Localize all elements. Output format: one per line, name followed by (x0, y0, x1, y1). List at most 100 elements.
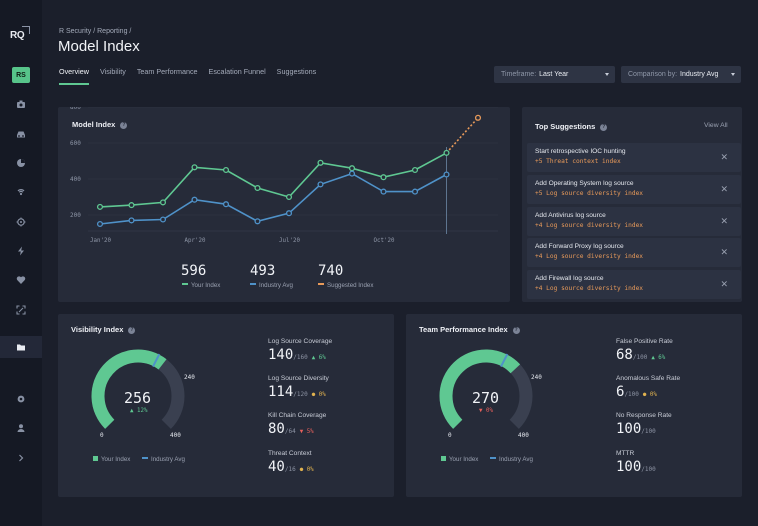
folder-icon[interactable] (0, 336, 42, 358)
tab-team-performance[interactable]: Team Performance (136, 67, 198, 76)
car-icon[interactable] (0, 124, 42, 144)
data-point[interactable] (96, 220, 104, 228)
data-point[interactable] (348, 165, 356, 172)
data-point[interactable] (254, 218, 261, 225)
gear-icon[interactable] (0, 389, 42, 409)
legend-swatch (490, 457, 496, 459)
close-icon[interactable]: ✕ (720, 279, 728, 289)
data-point[interactable] (380, 188, 387, 195)
breadcrumb[interactable]: R Security / Reporting / (59, 28, 132, 35)
visibility-gauge (91, 349, 185, 429)
visibility-gauge-max: 400 (170, 432, 181, 439)
radar-icon[interactable] (0, 182, 42, 202)
tab-escalation-funnel[interactable]: Escalation Funnel (208, 67, 266, 76)
data-point[interactable] (285, 193, 293, 201)
metric-denominator: /100 (641, 428, 656, 435)
suggestion-item[interactable]: Start retrospective IOC hunting +5 Threa… (527, 143, 741, 172)
data-point[interactable] (443, 149, 450, 156)
timeframe-select[interactable]: Timeframe: Last Year (494, 66, 615, 83)
data-point[interactable] (348, 170, 356, 177)
data-point[interactable] (96, 203, 104, 210)
view-all-link[interactable]: View All (704, 122, 728, 129)
data-point[interactable] (128, 202, 135, 209)
suggestion-item[interactable]: Add Forward Proxy log source +4 Log sour… (527, 238, 741, 267)
chevron-right-icon[interactable] (0, 448, 42, 468)
suggestion-item[interactable]: Add Firewall log source +4 Log source di… (527, 270, 741, 299)
metric-change-value: 6% (318, 355, 326, 361)
legend-swatch (318, 283, 324, 285)
metric-change: ● 0% (312, 392, 326, 398)
scan-icon[interactable] (0, 300, 42, 320)
metric-label: Threat Context (268, 450, 312, 457)
data-point[interactable] (159, 216, 167, 223)
data-point[interactable] (317, 159, 324, 166)
data-point[interactable] (411, 188, 419, 195)
suggestion-title: Add Operating System log source (535, 180, 634, 187)
suggestion-item[interactable]: Add Antivirus log source +4 Log source d… (527, 207, 741, 236)
help-icon[interactable]: ? (128, 327, 136, 334)
close-icon[interactable]: ✕ (720, 152, 728, 162)
metric-change-value: 0% (649, 392, 657, 398)
metric-change: ▲ 6% (312, 355, 326, 361)
team-performance-panel (406, 314, 742, 497)
data-point[interactable] (443, 171, 450, 178)
industry-avg-value: 493 (250, 263, 276, 279)
page-title: Model Index (58, 38, 140, 55)
data-point[interactable] (411, 166, 419, 174)
data-point[interactable] (191, 196, 198, 203)
arrow-up-icon: ▲ (311, 355, 319, 361)
data-point[interactable] (191, 164, 198, 171)
arrow-up-icon: ▲ (651, 355, 659, 361)
x-tick-label: Oct'20 (374, 238, 395, 244)
user-icon[interactable] (0, 418, 42, 438)
tab-visibility[interactable]: Visibility (99, 67, 126, 76)
tab-suggestions[interactable]: Suggestions (276, 67, 317, 76)
data-point[interactable] (128, 217, 135, 224)
visibility-gauge-mark: 240 (184, 374, 195, 381)
team-gauge-value: 270 (472, 389, 500, 407)
metric-value: 100/100 (616, 421, 656, 437)
suggestion-item[interactable]: Add Operating System log source +5 Log s… (527, 175, 741, 204)
metric-value: 40/16 ● 0% (268, 459, 314, 475)
suggestion-impact: +4 Log source diversity index (535, 253, 644, 260)
camera-icon[interactable] (0, 94, 42, 114)
heart-icon[interactable] (0, 270, 42, 290)
metric-value: 140/160 ▲ 6% (268, 347, 326, 363)
bolt-icon[interactable] (0, 241, 42, 261)
suggested-index-legend: Suggested Index (318, 282, 373, 289)
help-icon[interactable]: ? (512, 327, 520, 334)
series-line (99, 172, 447, 225)
suggestion-impact: +5 Log source diversity index (535, 190, 644, 197)
data-point[interactable] (159, 199, 167, 206)
data-point[interactable] (222, 201, 230, 208)
comparison-select[interactable]: Comparison by: Industry Avg (621, 66, 741, 83)
close-icon[interactable]: ✕ (720, 216, 728, 226)
tab-overview[interactable]: Overview (59, 67, 89, 85)
metric-label: Anomalous Safe Rate (616, 375, 681, 382)
data-point[interactable] (285, 210, 293, 217)
chart-pie-icon[interactable] (0, 153, 42, 173)
data-point[interactable] (380, 174, 387, 181)
close-icon[interactable]: ✕ (720, 184, 728, 194)
help-icon[interactable]: ? (120, 122, 128, 129)
metric-label: Log Source Coverage (268, 338, 333, 345)
metric-label: Kill Chain Coverage (268, 412, 327, 419)
metric-change: ▼ 5% (300, 429, 314, 435)
metric-number: 6 (616, 384, 625, 400)
chevron-down-icon (731, 73, 735, 76)
suggestion-title: Start retrospective IOC hunting (535, 148, 626, 155)
target-icon[interactable] (0, 212, 42, 232)
data-point[interactable] (222, 166, 230, 174)
metric-denominator: /100 (641, 466, 656, 473)
metric-label: False Positive Rate (616, 338, 673, 345)
metric-value: 114/120 ● 0% (268, 384, 326, 400)
team-gauge-max: 400 (518, 432, 529, 439)
close-icon[interactable]: ✕ (720, 247, 728, 257)
help-icon[interactable]: ? (600, 124, 608, 131)
dot-icon: ● (642, 392, 650, 398)
avatar[interactable]: RS (12, 67, 30, 83)
data-point[interactable] (317, 181, 324, 188)
metric-denominator: /120 (293, 391, 308, 398)
data-point[interactable] (474, 114, 482, 121)
data-point[interactable] (254, 184, 261, 192)
